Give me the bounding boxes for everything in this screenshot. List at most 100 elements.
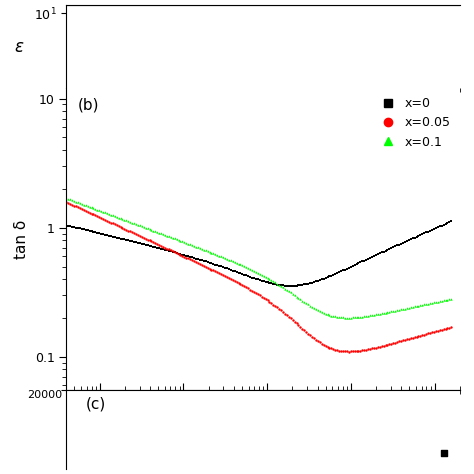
Point	[374, 310, 382, 318]
Point	[148, 237, 155, 245]
Point	[186, 253, 194, 261]
Point	[150, 238, 157, 246]
Point	[250, 274, 258, 282]
Point	[127, 228, 134, 235]
Point	[297, 282, 304, 289]
Point	[320, 309, 328, 317]
Point	[127, 218, 134, 226]
Point	[68, 201, 76, 209]
Point	[426, 300, 434, 307]
Point	[169, 234, 176, 242]
Point	[310, 278, 318, 286]
Point	[113, 234, 120, 241]
Point	[272, 279, 279, 286]
Point	[238, 262, 246, 269]
Point	[125, 227, 132, 234]
Point	[388, 340, 395, 347]
Point	[440, 221, 447, 228]
Point	[223, 273, 231, 281]
Point	[337, 313, 345, 321]
Point	[84, 202, 91, 210]
Point	[440, 450, 448, 457]
Point	[390, 243, 397, 251]
Point	[301, 281, 308, 288]
Point	[142, 224, 149, 231]
Point	[63, 194, 70, 202]
Point	[117, 235, 124, 242]
Point	[318, 308, 326, 316]
Point	[310, 335, 318, 342]
Point	[393, 338, 401, 346]
Point	[120, 225, 128, 233]
Point	[161, 244, 169, 251]
Point	[258, 271, 265, 279]
Point	[206, 259, 213, 266]
Point	[210, 267, 217, 274]
Point	[256, 292, 264, 299]
Point	[169, 248, 176, 256]
Text: (c): (c)	[86, 397, 106, 411]
Point	[206, 248, 213, 255]
Point	[447, 295, 455, 302]
Point	[200, 262, 208, 270]
Point	[186, 255, 194, 263]
Point	[390, 307, 397, 315]
Point	[245, 264, 252, 272]
Point	[179, 252, 186, 260]
Point	[405, 304, 412, 311]
Point	[361, 257, 368, 264]
Point	[167, 233, 174, 241]
Point	[74, 199, 82, 206]
Point	[136, 232, 144, 240]
Point	[272, 281, 279, 288]
Point	[238, 282, 246, 289]
Point	[254, 269, 262, 276]
Point	[123, 236, 130, 244]
Point	[422, 300, 430, 308]
Point	[281, 310, 289, 318]
Point	[237, 270, 244, 277]
Point	[146, 225, 153, 233]
Point	[268, 280, 275, 287]
Point	[275, 305, 283, 313]
Point	[76, 225, 84, 232]
Point	[227, 256, 235, 264]
Point	[358, 258, 366, 265]
Point	[438, 297, 446, 304]
Point	[393, 242, 401, 249]
Point	[221, 254, 229, 262]
Point	[173, 249, 181, 257]
Point	[291, 282, 299, 290]
Point	[264, 274, 271, 282]
Point	[254, 291, 262, 298]
Point	[277, 282, 285, 290]
Point	[192, 258, 200, 266]
Point	[130, 229, 138, 237]
Point	[428, 299, 436, 307]
Point	[326, 273, 333, 280]
Point	[78, 205, 86, 213]
Point	[235, 269, 242, 276]
Point	[283, 286, 291, 293]
Point	[293, 293, 301, 301]
Point	[349, 347, 356, 355]
Point	[235, 260, 242, 267]
Point	[213, 269, 221, 276]
Point	[434, 223, 442, 231]
Point	[368, 253, 376, 261]
Point	[95, 207, 103, 214]
Point	[380, 309, 387, 317]
Point	[175, 250, 182, 257]
Point	[444, 296, 451, 303]
Point	[365, 346, 372, 353]
Point	[82, 201, 90, 209]
Point	[238, 270, 246, 278]
Point	[184, 240, 192, 247]
Point	[128, 237, 136, 245]
Point	[223, 255, 231, 263]
Point	[173, 236, 181, 243]
Point	[233, 278, 240, 286]
Point	[107, 219, 115, 226]
Point	[175, 236, 182, 244]
Point	[335, 268, 343, 276]
